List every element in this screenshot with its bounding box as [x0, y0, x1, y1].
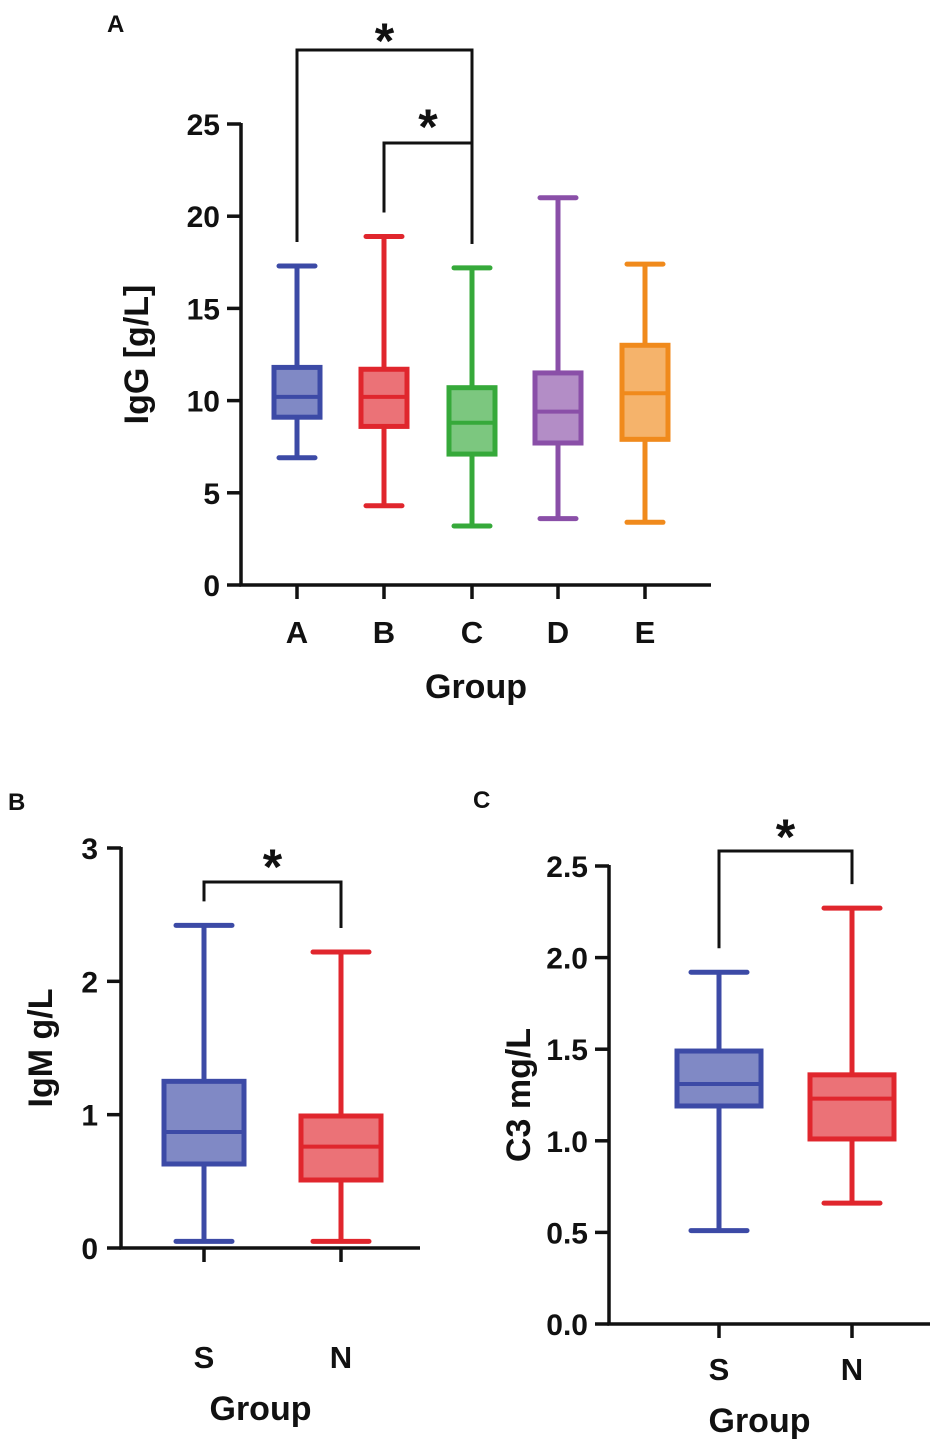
y-tick-label: 2 [81, 966, 98, 999]
y-tick-label: 2.5 [546, 851, 588, 884]
significance-bracket [717, 849, 854, 949]
x-tick-label: C [461, 615, 483, 650]
box-a [271, 364, 323, 420]
y-tick-label: 3 [81, 833, 98, 866]
x-tick-label: N [330, 1340, 352, 1375]
x-axis-title: Group [425, 668, 527, 706]
box-n [807, 1072, 897, 1142]
x-tick-label: D [547, 615, 569, 650]
y-tick-label: 15 [187, 293, 220, 326]
y-tick-label: 1.0 [546, 1126, 588, 1159]
y-tick-label: 0 [81, 1233, 98, 1266]
y-tick-label: 1.5 [546, 1034, 588, 1067]
y-tick-label: 10 [187, 386, 220, 419]
significance-bracket [202, 880, 343, 928]
y-tick-label: 2.0 [546, 943, 588, 976]
x-tick-label: S [709, 1352, 730, 1387]
panel-label: A [107, 11, 124, 38]
x-tick-label: S [194, 1340, 215, 1375]
y-axis-title: C3 mg/L [500, 1028, 538, 1162]
y-tick-label: 0.0 [546, 1309, 588, 1342]
y-axis-title: IgG [g/L] [118, 285, 156, 425]
panel-label: C [473, 787, 490, 814]
y-tick-label: 1 [81, 1100, 98, 1133]
x-tick-label: N [841, 1352, 863, 1387]
x-tick-label: A [286, 615, 308, 650]
box-s [674, 1048, 764, 1109]
y-tick-label: 5 [203, 478, 220, 511]
panel-b: B 0 1 2 3 S N Group IgM g/L * [8, 789, 420, 1428]
y-tick-label: 20 [187, 201, 220, 234]
significance-bracket [382, 141, 474, 244]
y-axis-title: IgM g/L [22, 989, 60, 1108]
significance-star: * [263, 839, 283, 895]
y-tick-label: 0.5 [546, 1217, 588, 1250]
x-axis-title: Group [210, 1390, 312, 1428]
significance-star: * [375, 13, 395, 69]
x-axis-title: Group [709, 1402, 811, 1440]
significance-star: * [776, 809, 796, 865]
y-tick-label: 25 [187, 109, 220, 142]
box-d [532, 370, 584, 446]
x-tick-label: B [373, 615, 395, 650]
panel-c: C 0.0 0.5 1.0 1.5 2.0 2.5 S N Group C3 mg/L * [473, 787, 930, 1440]
y-tick-label: 0 [203, 570, 220, 603]
panel-a: A 0 5 10 15 20 25 A B C D E Group IgG [g/L] * * [107, 11, 711, 706]
x-tick-label: E [635, 615, 656, 650]
box-s [161, 1078, 247, 1167]
panel-label: B [8, 789, 25, 816]
significance-star: * [418, 99, 438, 155]
